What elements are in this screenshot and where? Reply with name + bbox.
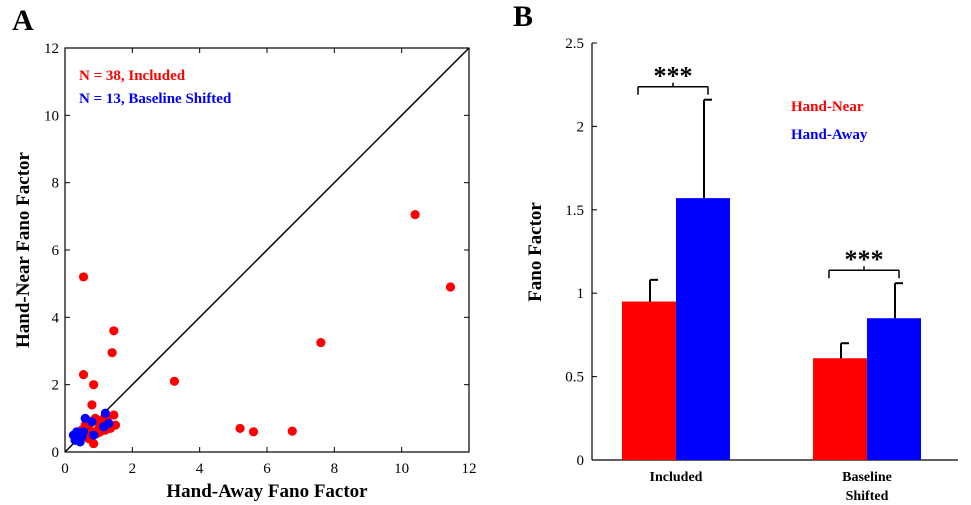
scatter-y-axis-label: Hand-Near Fano Factor [13, 151, 34, 348]
y-tick-label: 12 [44, 41, 59, 57]
bar-y-tick-label: 1.5 [565, 203, 584, 219]
significance-label: *** [845, 245, 884, 274]
panel-b-letter: B [513, 0, 533, 33]
scatter-point [78, 272, 89, 282]
y-tick-label: 2 [52, 378, 60, 394]
panel-a: A 0 2 4 6 8 10 12 0 2 4 6 8 10 12 N = 38, Included N … [12, 4, 477, 502]
scatter-point [235, 423, 245, 434]
legend-baseline-shifted: N = 13, Baseline Shifted [79, 91, 232, 107]
scatter-point [410, 210, 420, 220]
bar-category-label-line: Baseline [842, 470, 892, 485]
y-tick-label: 10 [44, 108, 59, 124]
bar-y-tick-label: 2 [577, 119, 585, 135]
bar-ticks: 0 0.5 1 1.5 2 2.5 [565, 36, 597, 469]
bar-y-axis-label: Fano Factor [525, 202, 546, 302]
y-tick-label: 8 [52, 176, 60, 192]
bar-y-tick-label: 0 [577, 453, 585, 469]
panel-b: B 0 0.5 1 1.5 2 2.5 *** Included *** Baseline Shi… [513, 0, 958, 504]
scatter-point [87, 400, 97, 410]
scatter-point [316, 337, 326, 348]
scatter-point [78, 427, 89, 437]
bar [813, 358, 867, 460]
bar-y-tick-label: 1 [577, 286, 585, 302]
scatter-point [72, 427, 82, 437]
bar-y-tick-label: 0.5 [565, 370, 584, 386]
scatter-point [100, 408, 110, 418]
scatter-x-axis-label: Hand-Away Fano Factor [166, 481, 368, 502]
bar-category-label-line: Included [650, 470, 703, 485]
scatter-point [87, 417, 97, 427]
bar-y-tick-label: 2.5 [565, 36, 584, 52]
scatter-point [107, 348, 117, 358]
bar-category-label: Baseline Shifted [842, 470, 892, 504]
scatter-point [169, 376, 180, 386]
legend-included: N = 38, Included [79, 68, 186, 84]
legend-hand-away: Hand-Away [791, 127, 868, 143]
x-tick-label: 12 [462, 461, 477, 477]
scatter-point [109, 410, 119, 420]
x-tick-label: 4 [196, 461, 204, 477]
legend-hand-near: Hand-Near [791, 99, 864, 115]
scatter-point [445, 282, 456, 292]
scatter-point [89, 430, 99, 440]
significance-label: *** [654, 62, 693, 91]
x-tick-label: 0 [61, 461, 69, 477]
scatter-point [78, 369, 89, 380]
scatter-point [248, 427, 259, 437]
bar-category-label-line: Shifted [846, 489, 889, 504]
y-tick-label: 4 [52, 310, 60, 326]
x-tick-label: 2 [129, 461, 137, 477]
scatter-points [68, 210, 456, 449]
scatter-ticks: 0 2 4 6 8 10 12 0 2 4 6 8 10 12 [44, 41, 477, 477]
x-tick-label: 10 [394, 461, 409, 477]
bars: *** Included *** Baseline Shifted [622, 62, 921, 504]
bar [867, 318, 921, 460]
bar [676, 198, 730, 460]
bar-category-label: Included [650, 470, 703, 485]
unity-line [64, 47, 470, 453]
x-tick-label: 8 [331, 461, 339, 477]
scatter-point [287, 426, 297, 436]
scatter-point [109, 326, 119, 336]
x-tick-label: 6 [263, 461, 271, 477]
scatter-point [89, 380, 99, 390]
panel-a-letter: A [12, 4, 34, 37]
y-tick-label: 6 [52, 243, 60, 259]
y-tick-label: 0 [52, 445, 60, 461]
bar [622, 301, 676, 460]
scatter-point [99, 422, 109, 432]
